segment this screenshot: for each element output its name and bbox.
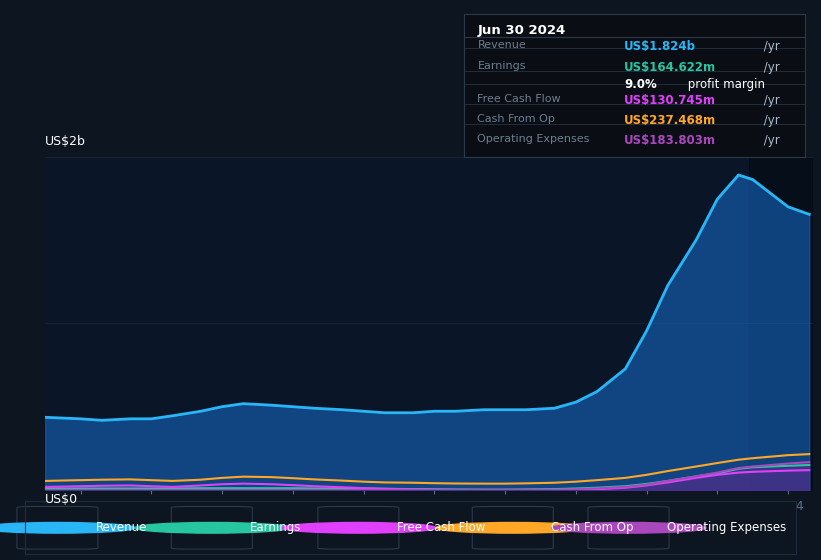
Circle shape	[436, 522, 590, 533]
Circle shape	[282, 522, 436, 533]
Text: Operating Expenses: Operating Expenses	[667, 521, 786, 534]
Text: Revenue: Revenue	[478, 40, 526, 50]
Text: US$1.824b: US$1.824b	[624, 40, 696, 53]
Text: Earnings: Earnings	[478, 61, 526, 71]
Circle shape	[135, 522, 289, 533]
Text: Cash From Op: Cash From Op	[478, 114, 555, 124]
FancyBboxPatch shape	[472, 506, 553, 549]
Text: Earnings: Earnings	[250, 521, 301, 534]
Circle shape	[552, 522, 706, 533]
Text: Revenue: Revenue	[95, 521, 147, 534]
Text: Cash From Op: Cash From Op	[551, 521, 634, 534]
FancyBboxPatch shape	[17, 506, 98, 549]
Text: Free Cash Flow: Free Cash Flow	[478, 94, 561, 104]
Text: US$237.468m: US$237.468m	[624, 114, 716, 127]
Text: profit margin: profit margin	[684, 77, 764, 91]
Text: /yr: /yr	[760, 134, 780, 147]
Text: /yr: /yr	[760, 94, 780, 107]
Text: /yr: /yr	[760, 40, 780, 53]
Text: /yr: /yr	[760, 61, 780, 74]
FancyBboxPatch shape	[172, 506, 252, 549]
Text: US$0: US$0	[45, 493, 78, 506]
Text: US$130.745m: US$130.745m	[624, 94, 716, 107]
Text: Operating Expenses: Operating Expenses	[478, 134, 589, 144]
Bar	[749, 157, 813, 490]
FancyBboxPatch shape	[318, 506, 399, 549]
Text: Free Cash Flow: Free Cash Flow	[397, 521, 485, 534]
Text: US$164.622m: US$164.622m	[624, 61, 716, 74]
Text: /yr: /yr	[760, 114, 780, 127]
Text: 9.0%: 9.0%	[624, 77, 657, 91]
Text: US$2b: US$2b	[45, 136, 86, 148]
Text: Jun 30 2024: Jun 30 2024	[478, 24, 566, 37]
Circle shape	[0, 522, 135, 533]
Text: US$183.803m: US$183.803m	[624, 134, 716, 147]
FancyBboxPatch shape	[588, 506, 669, 549]
